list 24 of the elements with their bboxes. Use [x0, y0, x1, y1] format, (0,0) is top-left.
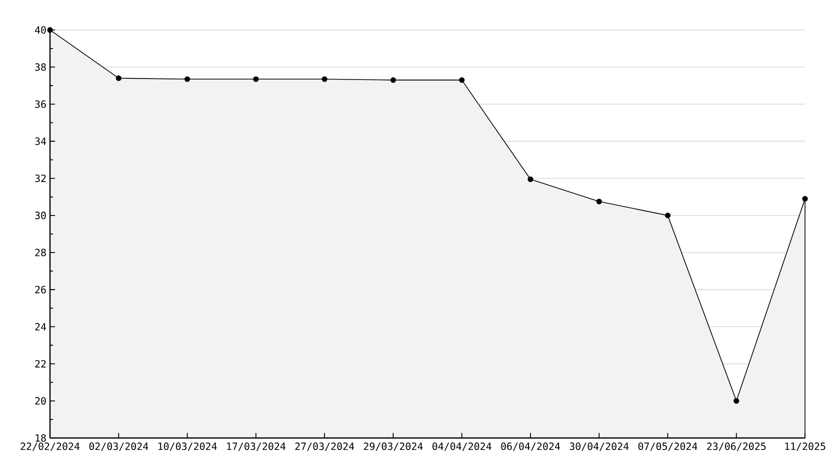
y-tick-label: 38	[35, 63, 46, 71]
x-tick-label: 06/04/2024	[501, 442, 560, 451]
y-tick-label: 30	[35, 212, 46, 220]
x-tick-label: 10/03/2024	[158, 442, 217, 451]
x-tick-label: 23/06/2025	[707, 442, 766, 451]
x-tick-label: 27/03/2024	[295, 442, 354, 451]
y-tick-label: 22	[35, 360, 46, 368]
y-tick-label: 24	[35, 323, 46, 330]
x-tick-label: 07/05/2024	[638, 442, 698, 451]
y-tick-label: 40	[34, 26, 46, 34]
x-tick-label: 22/02/2024	[20, 442, 80, 451]
y-tick-label: 20	[35, 397, 46, 405]
x-tick-label: 29/03/2024	[364, 442, 423, 451]
x-tick-label: 30/04/2024	[570, 442, 629, 451]
y-tick-label: 26	[35, 286, 46, 294]
y-tick-label: 28	[35, 248, 46, 256]
y-tick-label: 36	[35, 100, 46, 108]
x-tick-label: 04/04/2024	[432, 442, 492, 451]
x-tick-label: 17/03/2024	[227, 442, 286, 451]
y-tick-label: 32	[35, 174, 46, 182]
y-tick-label: 18	[36, 434, 46, 442]
y-tick-label: 34	[35, 137, 46, 146]
x-tick-label: 02/03/2024	[89, 442, 148, 451]
x-tick-label: 11/2025	[785, 442, 826, 451]
